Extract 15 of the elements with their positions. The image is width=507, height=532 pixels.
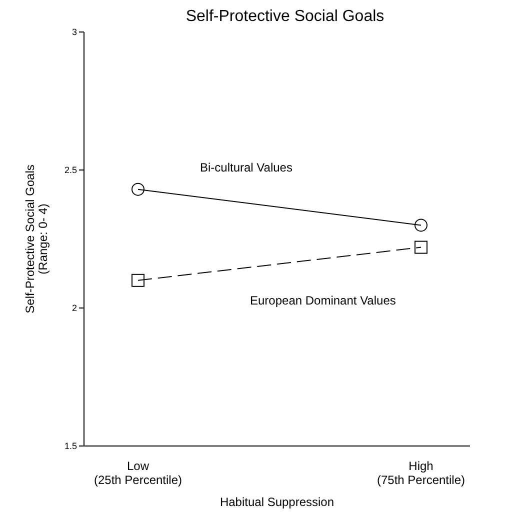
point bbox=[132, 274, 144, 287]
text: European Dominant Values bbox=[250, 293, 396, 308]
chart-title: Self-Protective Social Goals bbox=[184, 8, 386, 26]
y-tick-label: 3 bbox=[72, 27, 77, 38]
y-tick-label: 2.5 bbox=[64, 165, 77, 176]
point bbox=[132, 182, 144, 196]
x-tick-label: Low (25th Percentile) bbox=[94, 459, 182, 487]
point bbox=[414, 240, 428, 254]
y-tick-label: 2 bbox=[72, 303, 77, 314]
x-axis-title: Habitual Suppression bbox=[220, 495, 334, 509]
y-axis-title: Self-Protective Social Goals (Range: 0- 4) bbox=[23, 164, 50, 314]
series-label: Bi-cultural Values bbox=[200, 160, 292, 174]
point bbox=[414, 218, 428, 232]
x-tick-label: High (75th Percentile) bbox=[376, 459, 466, 487]
y-tick-label: 1.5 bbox=[64, 441, 77, 452]
